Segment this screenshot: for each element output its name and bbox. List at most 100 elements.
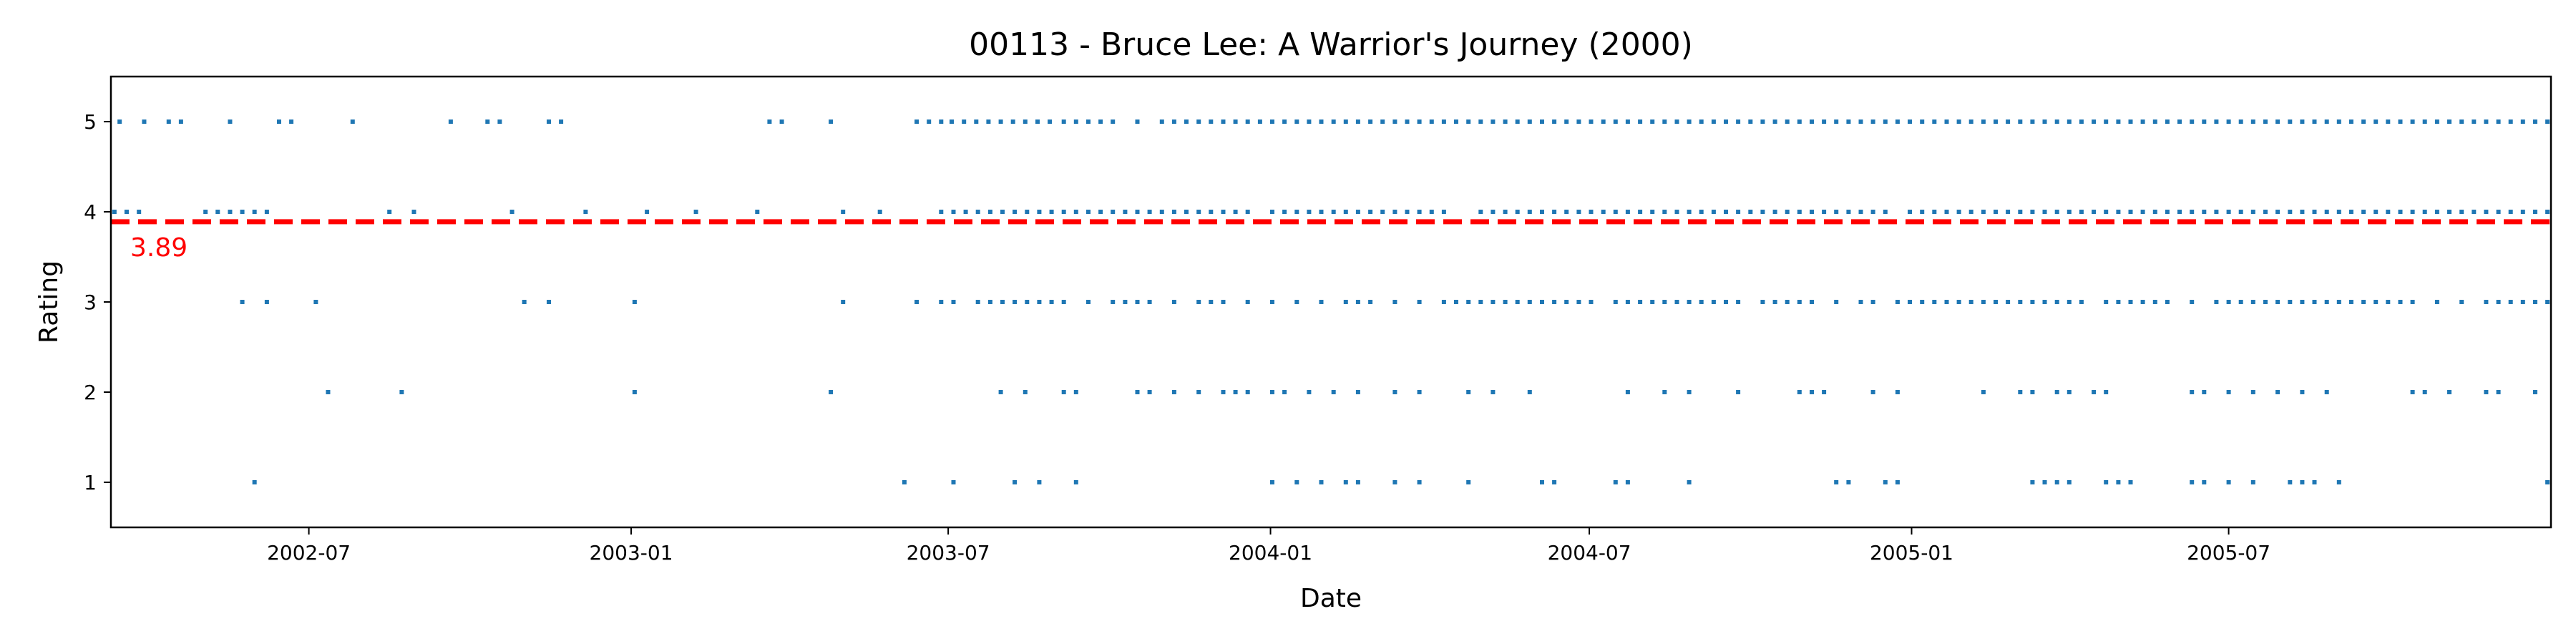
data-point bbox=[1380, 210, 1385, 214]
data-point bbox=[2447, 119, 2451, 124]
data-point bbox=[277, 119, 281, 124]
data-point bbox=[1331, 119, 1336, 124]
data-point bbox=[1895, 119, 1900, 124]
data-point bbox=[228, 119, 233, 124]
data-point bbox=[1711, 300, 1716, 304]
data-point bbox=[2520, 300, 2525, 304]
data-point bbox=[1171, 390, 1176, 394]
data-point bbox=[1503, 210, 1508, 214]
data-point bbox=[2128, 480, 2133, 484]
data-point bbox=[1307, 119, 1312, 124]
data-point bbox=[1196, 210, 1201, 214]
data-point bbox=[2152, 210, 2157, 214]
y-tick-label: 2 bbox=[84, 381, 97, 404]
data-point bbox=[2054, 300, 2059, 304]
data-point bbox=[1858, 300, 1863, 304]
data-point bbox=[951, 300, 956, 304]
data-point bbox=[1171, 300, 1176, 304]
data-point bbox=[2140, 210, 2145, 214]
data-point bbox=[2422, 390, 2427, 394]
data-point bbox=[1086, 119, 1091, 124]
data-point bbox=[2202, 390, 2207, 394]
data-point bbox=[1736, 390, 1741, 394]
data-point bbox=[1687, 390, 1692, 394]
data-point bbox=[2336, 210, 2341, 214]
data-point bbox=[2067, 300, 2072, 304]
data-point bbox=[1527, 300, 1532, 304]
data-point bbox=[1503, 119, 1508, 124]
data-point bbox=[2484, 390, 2489, 394]
data-point bbox=[902, 480, 907, 484]
data-point bbox=[2300, 300, 2305, 304]
data-point bbox=[1270, 480, 1274, 484]
data-point bbox=[1368, 119, 1373, 124]
data-point bbox=[1294, 480, 1299, 484]
data-point bbox=[2300, 390, 2305, 394]
data-point bbox=[1270, 119, 1274, 124]
data-point bbox=[1760, 210, 1765, 214]
data-point bbox=[1944, 119, 1949, 124]
data-point bbox=[583, 210, 588, 214]
data-point bbox=[448, 119, 453, 124]
data-point bbox=[2190, 300, 2195, 304]
data-point bbox=[2263, 119, 2268, 124]
data-point bbox=[2398, 119, 2403, 124]
data-point bbox=[1932, 119, 1937, 124]
data-point bbox=[1319, 300, 1324, 304]
data-point bbox=[1294, 300, 1299, 304]
data-point bbox=[1171, 119, 1176, 124]
data-point bbox=[1515, 300, 1520, 304]
data-point bbox=[2508, 119, 2513, 124]
data-point bbox=[2447, 210, 2451, 214]
data-point bbox=[1822, 210, 1827, 214]
data-point bbox=[1834, 480, 1839, 484]
data-point bbox=[2533, 210, 2537, 214]
data-point bbox=[1000, 300, 1005, 304]
data-point bbox=[2398, 210, 2403, 214]
data-point bbox=[2006, 300, 2011, 304]
data-point bbox=[2312, 210, 2317, 214]
data-point bbox=[2079, 210, 2084, 214]
data-point bbox=[1343, 210, 1348, 214]
data-point bbox=[2030, 480, 2035, 484]
data-point bbox=[1968, 300, 1974, 304]
data-point bbox=[1441, 210, 1446, 214]
data-point bbox=[2042, 119, 2047, 124]
data-point bbox=[645, 210, 650, 214]
data-point bbox=[2226, 390, 2231, 394]
data-point bbox=[1564, 300, 1569, 304]
data-point bbox=[2545, 210, 2550, 214]
data-point bbox=[1417, 210, 1422, 214]
data-point bbox=[2250, 300, 2255, 304]
data-point bbox=[2030, 210, 2035, 214]
data-point bbox=[1552, 119, 1557, 124]
data-point bbox=[1785, 300, 1790, 304]
data-point bbox=[1184, 210, 1189, 214]
data-point bbox=[1895, 480, 1900, 484]
data-point bbox=[1552, 210, 1557, 214]
data-point bbox=[1724, 210, 1728, 214]
data-point bbox=[1466, 119, 1471, 124]
data-point bbox=[1687, 210, 1692, 214]
data-point bbox=[2030, 390, 2035, 394]
data-point bbox=[2300, 480, 2305, 484]
data-point bbox=[1405, 119, 1410, 124]
data-point bbox=[877, 210, 882, 214]
data-point bbox=[1319, 480, 1324, 484]
data-point bbox=[1785, 119, 1790, 124]
data-point bbox=[1466, 300, 1471, 304]
data-point bbox=[2288, 480, 2293, 484]
data-point bbox=[2472, 210, 2477, 214]
data-points bbox=[112, 119, 2550, 484]
data-point bbox=[1994, 119, 1998, 124]
data-point bbox=[1355, 210, 1360, 214]
data-point bbox=[1429, 119, 1434, 124]
data-point bbox=[2214, 210, 2219, 214]
data-point bbox=[215, 210, 220, 214]
data-point bbox=[1870, 119, 1875, 124]
data-point bbox=[1405, 210, 1410, 214]
data-point bbox=[2533, 119, 2537, 124]
data-point bbox=[1932, 210, 1937, 214]
data-point bbox=[2324, 210, 2329, 214]
